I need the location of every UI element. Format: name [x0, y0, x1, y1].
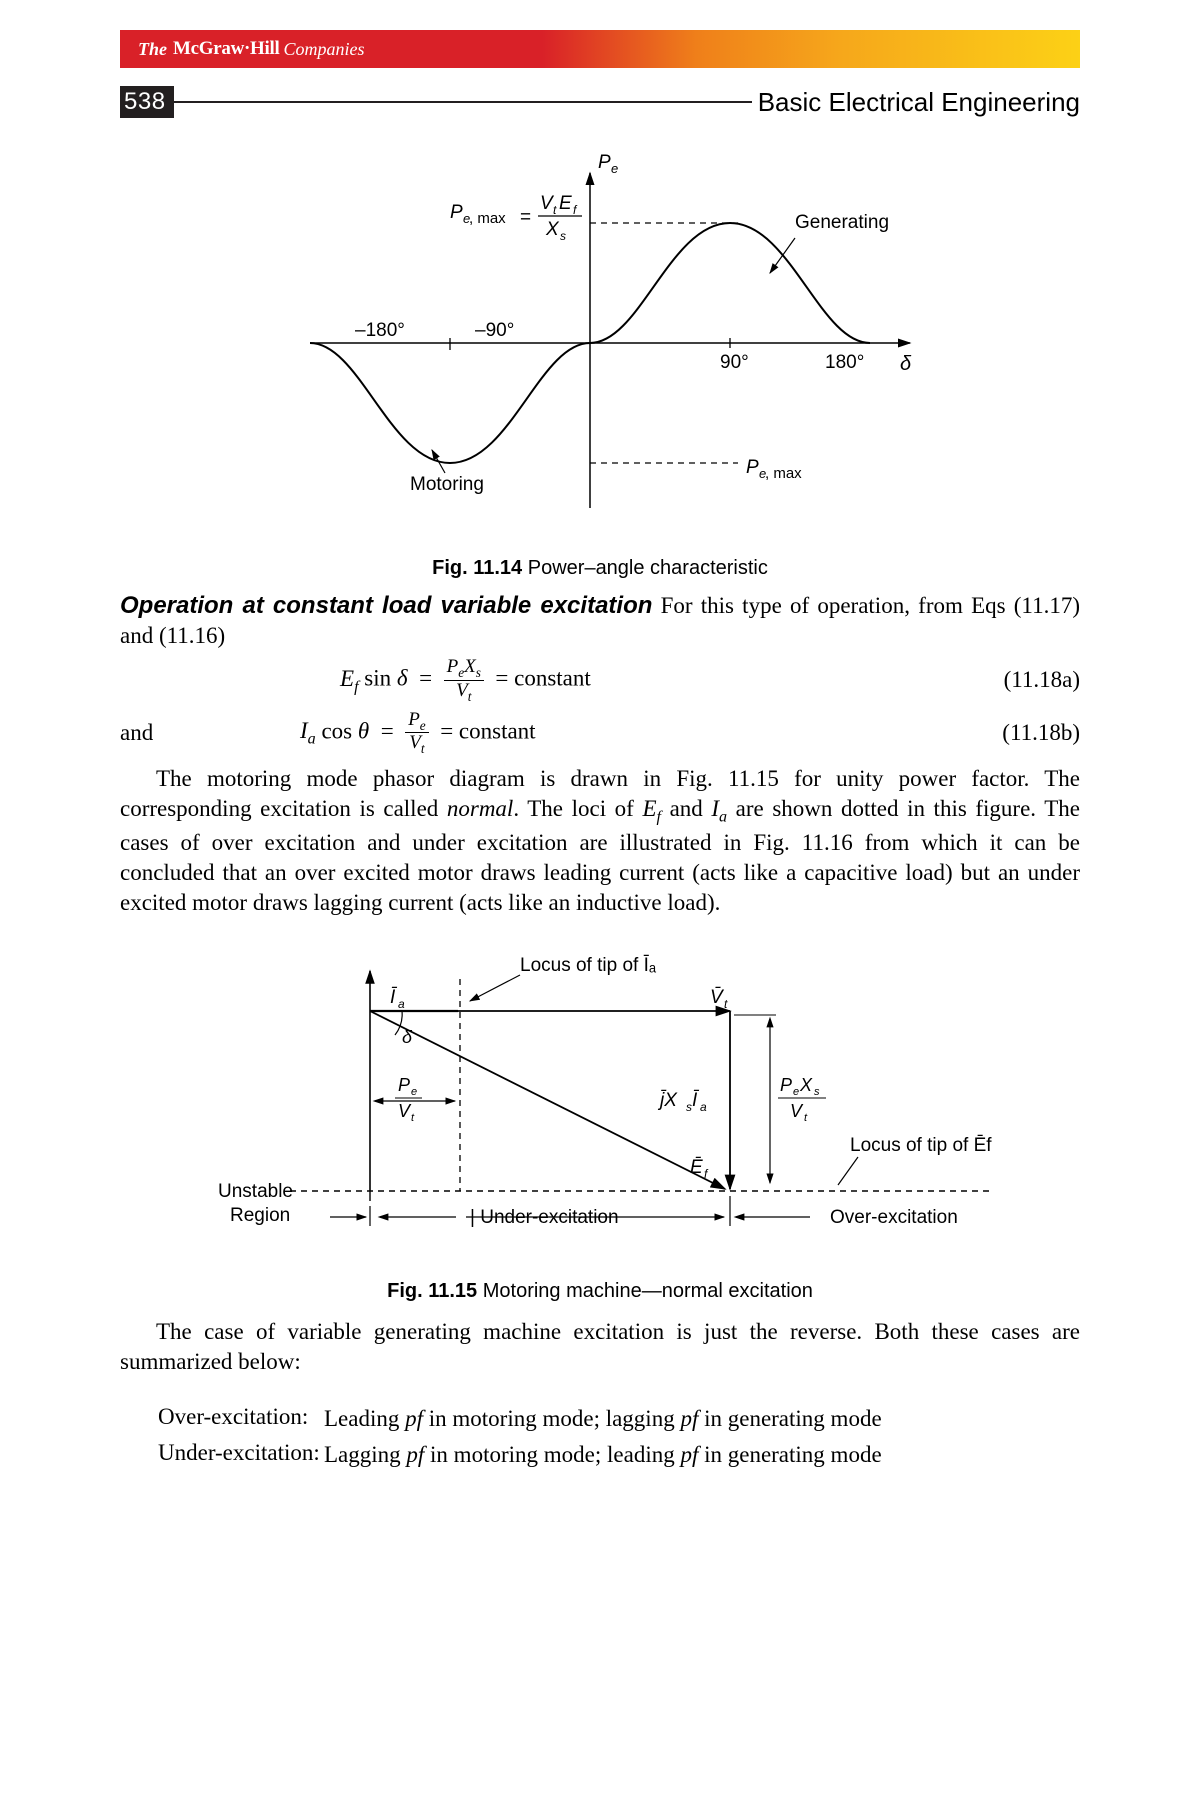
svg-text:=: =	[520, 207, 531, 228]
excitation-summary: Over-excitation: Leading pf in motoring …	[120, 1400, 884, 1474]
svg-text:e: e	[611, 161, 618, 176]
banner-the: The	[138, 39, 167, 60]
svg-text:j̄X: j̄X	[657, 1090, 678, 1111]
svg-text:P: P	[398, 1075, 410, 1095]
svg-text:t: t	[804, 1112, 808, 1124]
eq18a-rhs: = constant	[495, 666, 590, 691]
under-text: Lagging pf in motoring mode; leading pf …	[324, 1438, 882, 1472]
svg-text:V̄: V̄	[710, 987, 725, 1008]
svg-text:s: s	[560, 229, 566, 243]
svg-text:90°: 90°	[720, 352, 749, 373]
svg-text:P: P	[746, 457, 759, 478]
svg-text:e: e	[411, 1086, 417, 1098]
figure-11-15: Locus of tip of Īₐ Locus of tip of Ēf Īa…	[120, 941, 1080, 1303]
phasor-diagram: Locus of tip of Īₐ Locus of tip of Ēf Īa…	[170, 941, 1030, 1271]
svg-text:, max: , max	[469, 210, 506, 227]
chapter-title: Basic Electrical Engineering	[758, 87, 1080, 118]
fig2-caption: Fig. 11.15 Motoring machine—normal excit…	[120, 1280, 1080, 1303]
eqn-18b: and Ia cos θ = PeVt = constant (11.18b)	[120, 710, 1080, 757]
fig2-text: Motoring machine—normal excitation	[483, 1280, 813, 1302]
svg-text:Ē: Ē	[690, 1157, 703, 1178]
svg-text:X: X	[545, 219, 560, 240]
fig2-label: Fig. 11.15	[387, 1280, 477, 1302]
banner-brand: McGraw·Hill	[173, 38, 279, 60]
section-heading: Operation at constant load variable exci…	[120, 592, 652, 619]
svg-text:Over-excitation: Over-excitation	[830, 1207, 958, 1228]
paragraph-2: The case of variable generating machine …	[120, 1317, 1080, 1377]
svg-text:a: a	[398, 997, 405, 1011]
svg-text:V: V	[790, 1101, 804, 1121]
page-header: 538 Basic Electrical Engineering	[120, 86, 1080, 118]
fig1-label: Fig. 11.14	[432, 557, 522, 579]
svg-text:δ: δ	[402, 1027, 413, 1047]
svg-text:–90°: –90°	[475, 320, 514, 341]
publisher-banner: The McGraw·Hill Companies	[120, 30, 1080, 68]
svg-text:f: f	[573, 203, 578, 217]
fig1-text: Power–angle characteristic	[528, 557, 768, 579]
svg-text:P: P	[450, 202, 463, 223]
svg-text:Locus of tip of Īₐ: Locus of tip of Īₐ	[520, 955, 657, 976]
svg-text:E: E	[559, 193, 572, 214]
under-label: Under-excitation:	[122, 1438, 322, 1472]
over-text: Leading pf in motoring mode; lagging pf …	[324, 1402, 882, 1436]
eq18b-and: and	[120, 720, 240, 746]
svg-text:Locus of tip of Ēf: Locus of tip of Ēf	[850, 1135, 992, 1156]
paragraph-1: The motoring mode phasor diagram is draw…	[120, 764, 1080, 918]
eq18b-num: (11.18b)	[960, 720, 1080, 746]
section-lead: Operation at constant load variable exci…	[120, 590, 1080, 651]
svg-text:t: t	[553, 203, 557, 217]
svg-text:P: P	[598, 152, 611, 173]
banner-companies: Companies	[283, 39, 364, 60]
svg-text:Ī: Ī	[390, 987, 398, 1008]
eq18b-rhs: = constant	[440, 718, 535, 743]
svg-text:Unstable: Unstable	[218, 1181, 293, 1202]
svg-text:Region: Region	[230, 1205, 290, 1226]
svg-text:s: s	[814, 1086, 820, 1098]
power-angle-plot: Pe Pe, max = VtEf Xs Generating Motoring…	[240, 138, 960, 548]
svg-text:f: f	[704, 1167, 709, 1181]
svg-text:t: t	[724, 997, 728, 1011]
svg-text:a: a	[700, 1100, 707, 1114]
fig1-caption: Fig. 11.14 Power–angle characteristic	[120, 557, 1080, 580]
svg-text:–180°: –180°	[355, 320, 405, 341]
eq18a-num: (11.18a)	[960, 667, 1080, 693]
svg-text:δ: δ	[900, 353, 912, 375]
svg-text:180°: 180°	[825, 352, 864, 373]
svg-text:Motoring: Motoring	[410, 474, 484, 495]
svg-text:, max: , max	[765, 465, 802, 482]
svg-text:e: e	[793, 1086, 799, 1098]
eqn-18a: Ef sin δ = PeXsVt = constant (11.18a)	[120, 657, 1080, 704]
svg-text:V: V	[398, 1101, 412, 1121]
header-rule	[174, 101, 752, 103]
svg-text:t: t	[411, 1112, 415, 1124]
svg-text:Ī: Ī	[692, 1090, 700, 1111]
svg-text:| Under-excitation: | Under-excitation	[470, 1207, 619, 1228]
page-number: 538	[120, 86, 174, 118]
svg-text:Generating: Generating	[795, 212, 889, 233]
svg-text:X: X	[799, 1075, 813, 1095]
svg-text:P: P	[780, 1075, 792, 1095]
figure-11-14: Pe Pe, max = VtEf Xs Generating Motoring…	[120, 138, 1080, 580]
over-label: Over-excitation:	[122, 1402, 322, 1436]
